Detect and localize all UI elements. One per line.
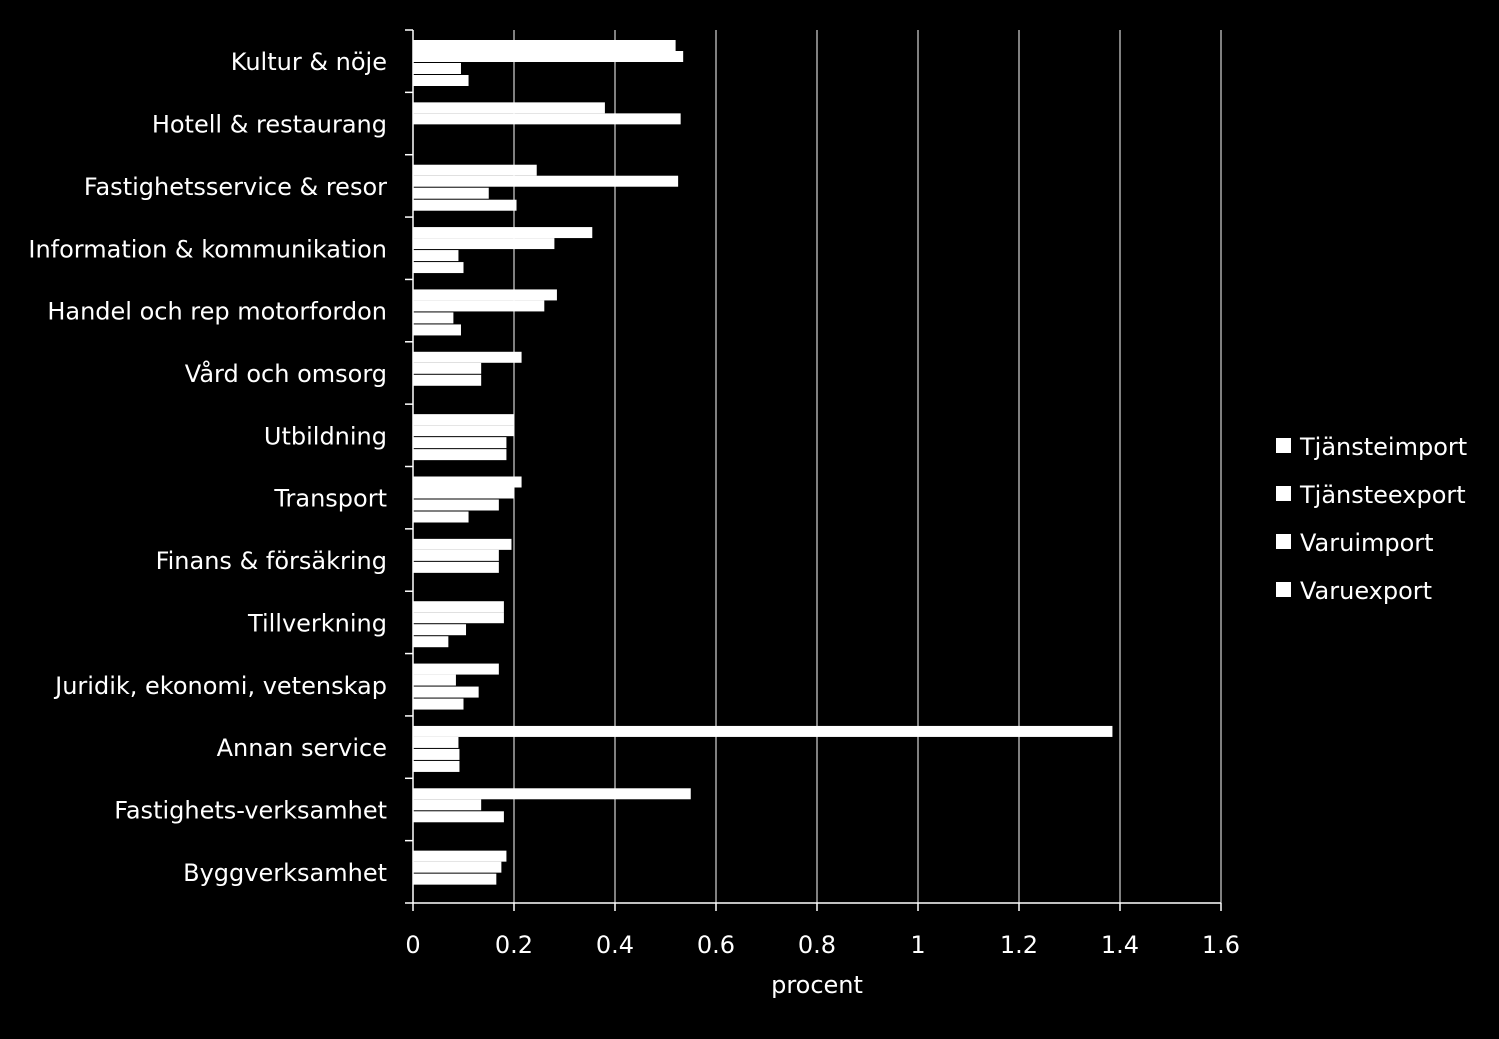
- bar: [413, 663, 499, 675]
- bar: [413, 748, 460, 760]
- category-label: Handel och rep motorfordon: [47, 298, 387, 326]
- bar: [413, 374, 482, 386]
- bar: [413, 601, 504, 613]
- bar: [413, 476, 522, 488]
- x-tick-label: 1.4: [1101, 931, 1139, 959]
- x-tick-label: 1: [910, 931, 925, 959]
- bar: [413, 799, 482, 811]
- bar: [413, 725, 1113, 737]
- bar: [413, 324, 461, 336]
- bar: [413, 437, 507, 449]
- bar: [413, 63, 461, 74]
- bar: [413, 51, 684, 62]
- bar: [413, 760, 460, 772]
- category-label: Fastighets-verksamhet: [114, 796, 387, 824]
- bar: [413, 686, 479, 698]
- bar: [413, 850, 507, 862]
- x-tick-label: 0.6: [697, 931, 735, 959]
- bar: [413, 873, 497, 885]
- bar: [413, 187, 489, 199]
- legend-swatch: [1276, 486, 1291, 501]
- category-label: Utbildning: [264, 422, 387, 450]
- bar: [413, 698, 464, 710]
- x-tick-label: 1.6: [1202, 931, 1240, 959]
- legend-swatch: [1276, 438, 1291, 453]
- bar: [413, 861, 502, 873]
- x-tick-label: 0.4: [596, 931, 634, 959]
- bar: [413, 788, 691, 800]
- bar: [413, 487, 514, 499]
- category-label: Annan service: [217, 734, 387, 762]
- category-label: Finans & försäkring: [156, 547, 387, 575]
- bar: [413, 227, 593, 239]
- bar: [413, 262, 464, 274]
- bar: [413, 351, 522, 363]
- bar: [413, 736, 459, 748]
- bar: [413, 175, 679, 187]
- legend-label: Tjänsteimport: [1299, 433, 1467, 461]
- bar: [413, 362, 482, 374]
- bar: [413, 449, 507, 461]
- category-label: Hotell & restaurang: [152, 111, 387, 139]
- category-label: Fastighetsservice & resor: [84, 173, 387, 201]
- category-label: Kultur & nöje: [231, 48, 387, 76]
- x-tick-label: 0.8: [798, 931, 836, 959]
- bar: [413, 113, 681, 125]
- bar: [413, 499, 499, 511]
- bar: [413, 164, 537, 176]
- bar: [413, 414, 514, 426]
- bar: [413, 549, 499, 561]
- bar: [413, 561, 499, 573]
- legend-swatch: [1276, 534, 1291, 549]
- bar: [413, 674, 456, 686]
- legend-label: Varuimport: [1300, 529, 1434, 557]
- category-label: Information & kommunikation: [28, 235, 387, 263]
- x-tick-label: 1.2: [1000, 931, 1038, 959]
- bar: [413, 811, 504, 823]
- bar: [413, 75, 469, 86]
- category-label: Byggverksamhet: [183, 859, 387, 887]
- x-tick-label: 0.2: [495, 931, 533, 959]
- bar: [413, 250, 459, 262]
- bar: [413, 538, 512, 550]
- category-label: Vård och omsorg: [185, 359, 387, 388]
- bar: [413, 199, 517, 211]
- legend-swatch: [1276, 582, 1291, 597]
- bar: [413, 40, 676, 51]
- bar: [413, 612, 504, 624]
- bar: [413, 425, 514, 437]
- bar: [413, 238, 555, 250]
- x-axis-title: procent: [771, 971, 863, 999]
- legend-label: Tjänsteexport: [1299, 481, 1466, 509]
- x-tick-label: 0: [405, 931, 420, 959]
- bar: [413, 300, 545, 312]
- bar: [413, 624, 467, 636]
- bar: [413, 289, 557, 301]
- bar: [413, 102, 605, 114]
- legend-label: Varuexport: [1300, 577, 1432, 605]
- bar: [413, 511, 469, 523]
- category-label: Transport: [273, 485, 387, 513]
- category-label: Juridik, ekonomi, vetenskap: [53, 672, 387, 700]
- bar: [413, 636, 449, 648]
- category-label: Tillverkning: [247, 609, 387, 637]
- bar: [413, 312, 454, 324]
